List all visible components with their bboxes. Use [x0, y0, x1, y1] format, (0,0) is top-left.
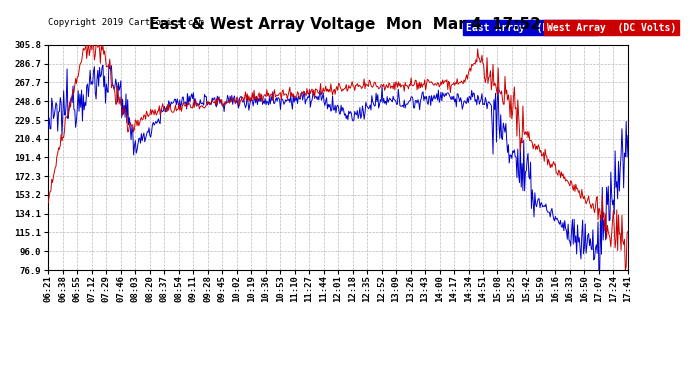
- Text: East & West Array Voltage  Mon  Mar 4  17:52: East & West Array Voltage Mon Mar 4 17:5…: [149, 17, 541, 32]
- Text: East Array  (DC Volts): East Array (DC Volts): [466, 22, 595, 33]
- Text: West Array  (DC Volts): West Array (DC Volts): [546, 22, 676, 33]
- Text: Copyright 2019 Cartronics.com: Copyright 2019 Cartronics.com: [48, 18, 204, 27]
